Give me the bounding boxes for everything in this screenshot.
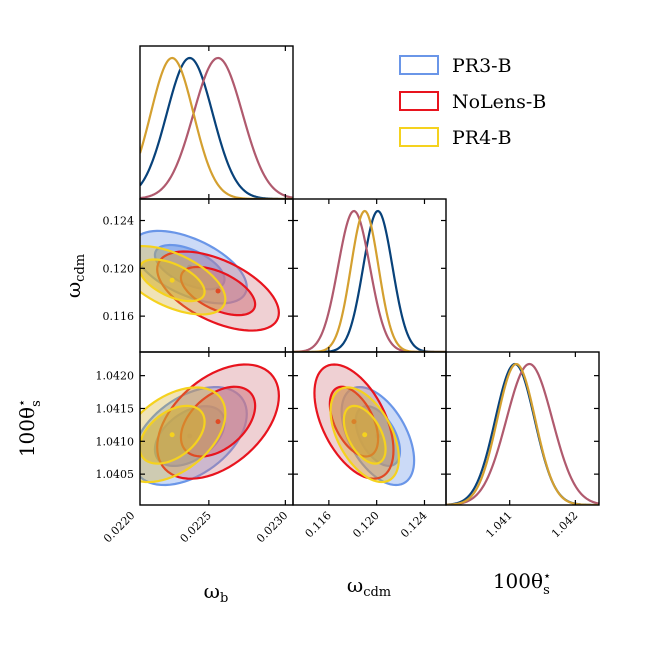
panel-frames [139,45,600,506]
xtick-label-th: 1.041 [483,509,514,540]
xlabel-ob-main: ω [204,579,220,603]
xlabel-oc-main: ω [347,573,363,597]
xtick-label-ob: 0.0220 [101,509,137,545]
xtick-label-ob: 0.0225 [178,509,214,545]
mean-point-nolensb-ob_th [215,419,221,425]
xlabel-th-main: 100θ [493,569,543,593]
xlabel-oc-sub: cdm [363,585,391,600]
legend-swatch-pr3 [399,55,439,75]
ytick-label-th: 1.0410 [96,435,135,448]
xlabel-th-sup: ⋆ [543,569,551,584]
panel-ob-1d [140,56,293,199]
mean-point-nolensb-ob_oc [215,288,221,294]
ylabel-oc: ωcdm [61,254,88,298]
legend-label-pr4: PR4-B [452,127,512,149]
ylabel-oc-sub: cdm [73,254,88,282]
ytick-label-th: 1.0415 [96,402,135,415]
panel-ob-oc [140,229,280,332]
ytick-label-oc: 0.124 [103,215,135,228]
marginal-nolensb-th [446,362,599,505]
xtick-label-ob: 0.0230 [254,509,290,545]
ylabel-th-main: 100θ [15,407,39,457]
marginal-pr3b-ob [140,56,293,199]
ylabel-th-sub: s [29,400,44,407]
legend-swatch-nolens [399,91,439,111]
ytick-label-oc: 0.120 [103,262,135,275]
xtick-label-th: 1.042 [549,509,580,540]
xlabel-ob: ωb [204,579,229,606]
panel-ob-th [140,363,280,487]
ylabel-th-sup: ⋆ [15,399,30,407]
marginal-pr3b-oc [293,209,446,352]
marginal-nolensb-ob [140,56,293,199]
legend-swatch-pr4 [399,127,439,147]
panel-oc-1d [293,209,446,352]
ytick-label-th: 1.0420 [96,370,135,383]
panel-th-1d [446,362,599,505]
panel-oc-th [313,363,416,487]
xtick-label-oc: 0.116 [303,509,334,540]
marginal-pr4b-th [446,362,599,505]
ytick-label-oc: 0.116 [103,310,135,323]
mean-point-pr4b-ob_th [169,432,175,438]
mean-point-pr4b-oc_th [362,432,368,438]
xlabel-th: 100θ⋆ s [493,569,551,598]
xtick-label-oc: 0.124 [398,509,429,540]
xlabel-th-sub: s [543,583,550,598]
ylabel-th: 100θ⋆s [15,399,44,457]
legend-label-pr3: PR3-B [452,55,512,77]
ytick-label-th: 1.0405 [96,468,135,481]
legend: PR3-B NoLens-B PR4-B [399,55,546,149]
mean-point-pr4b-ob_oc [169,277,175,283]
xlabel-ob-sub: b [220,591,228,606]
panel-frame-2-2 [445,351,600,506]
xlabel-oc: ωcdm [347,573,391,600]
legend-label-nolens: NoLens-B [452,91,546,113]
ylabel-oc-main: ω [61,282,85,298]
xtick-label-oc: 0.120 [350,509,381,540]
marginal-pr3b-th [446,362,599,505]
